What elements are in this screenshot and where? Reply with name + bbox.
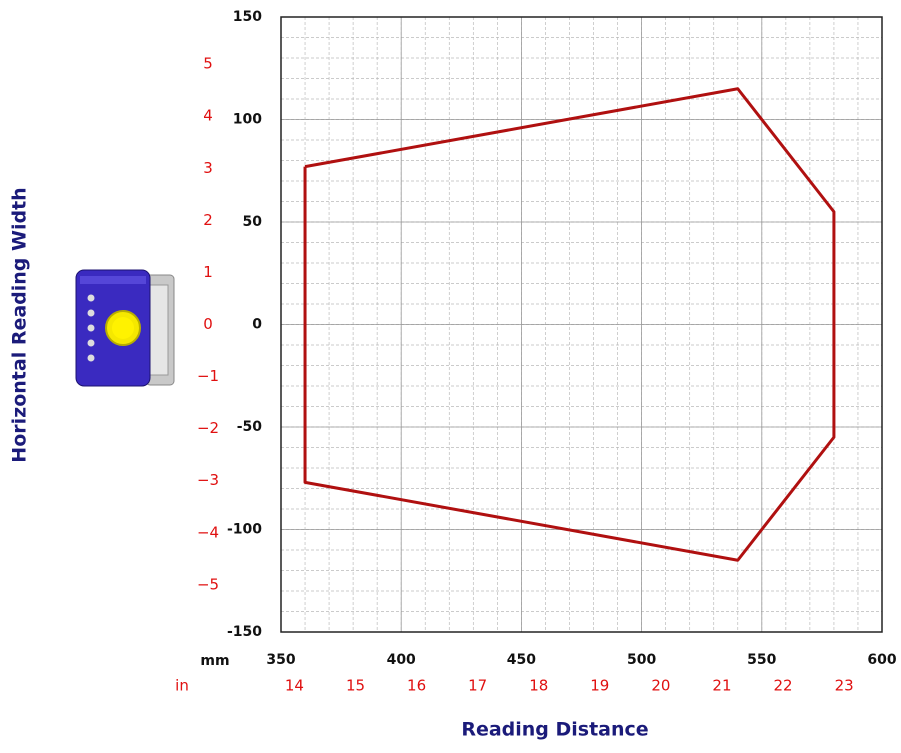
x2-tick-label: 22 [774,677,793,695]
x2-tick-label: 21 [712,677,731,695]
x-tick-label: 500 [627,652,656,668]
y-tick-label: 50 [243,214,263,230]
y2-tick-label: 3 [203,159,213,177]
x2-tick-label: 17 [468,677,487,695]
y2-tick-label: 5 [203,55,213,73]
x-tick-label: 400 [387,652,416,668]
y-axis-title: Horizontal Reading Width [9,187,31,462]
x-tick-label: 350 [266,652,295,668]
y-tick-label: -150 [227,624,262,640]
y-tick-label: -50 [237,419,263,435]
x2-tick-label: 16 [407,677,426,695]
y2-tick-label: −1 [197,367,219,385]
y2-tick-label: 4 [203,107,213,125]
y-tick-label: 100 [233,112,262,128]
x2-unit: in [175,677,189,695]
x2-tick-label: 23 [835,677,854,695]
y-tick-label: -100 [227,522,262,538]
y2-tick-label: 1 [203,263,213,281]
y-tick-label: 150 [233,9,262,25]
x2-tick-label: 18 [529,677,548,695]
y2-tick-label: 0 [203,315,213,333]
x-tick-label: 450 [507,652,536,668]
x-unit: mm [200,653,229,669]
x2-tick-label: 15 [346,677,365,695]
x-axis-title: Reading Distance [461,719,648,741]
y-tick-label: 0 [252,317,262,333]
x-tick-label: 600 [867,652,896,668]
y2-tick-label: −3 [197,471,219,489]
x2-tick-label: 14 [285,677,304,695]
x2-tick-label: 19 [590,677,609,695]
plot-frame [280,16,883,633]
y2-tick-label: −5 [197,575,219,593]
y2-tick-label: −2 [197,419,219,437]
x2-tick-label: 20 [651,677,670,695]
y2-tick-label: 2 [203,211,213,229]
field-outline [303,87,836,562]
device-icon [75,269,175,387]
y2-tick-label: −4 [197,523,219,541]
x-tick-label: 550 [747,652,776,668]
